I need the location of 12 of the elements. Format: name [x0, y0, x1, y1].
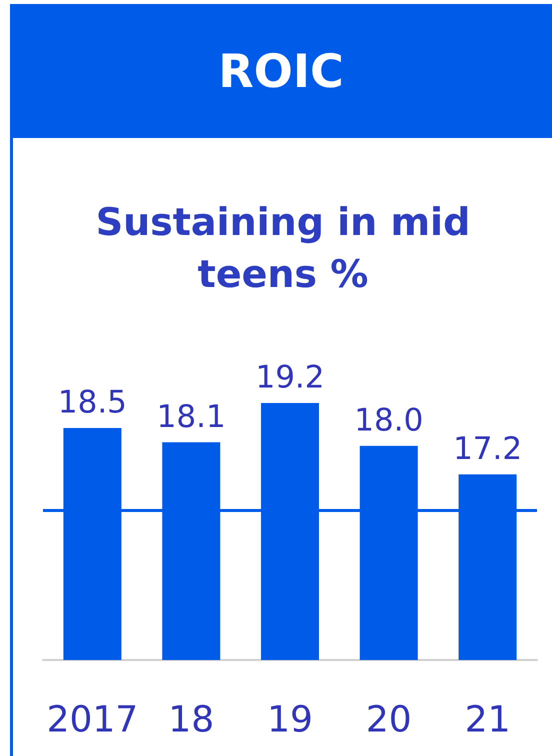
x-tick-label: 18 [168, 700, 214, 740]
data-label: 17.2 [453, 430, 522, 467]
x-tick-label: 2017 [46, 700, 138, 740]
x-tick-label: 19 [267, 700, 313, 740]
data-label: 18.1 [156, 398, 226, 435]
x-tick-label: 20 [366, 700, 412, 740]
data-label: 19.2 [255, 360, 325, 396]
chart-title: ROIC [10, 4, 552, 138]
x-tick-label: 21 [464, 700, 511, 740]
data-label: 18.5 [58, 384, 127, 420]
chart-subtitle: Sustaining in mid teens % [94, 199, 472, 298]
data-label: 18.0 [354, 402, 424, 438]
